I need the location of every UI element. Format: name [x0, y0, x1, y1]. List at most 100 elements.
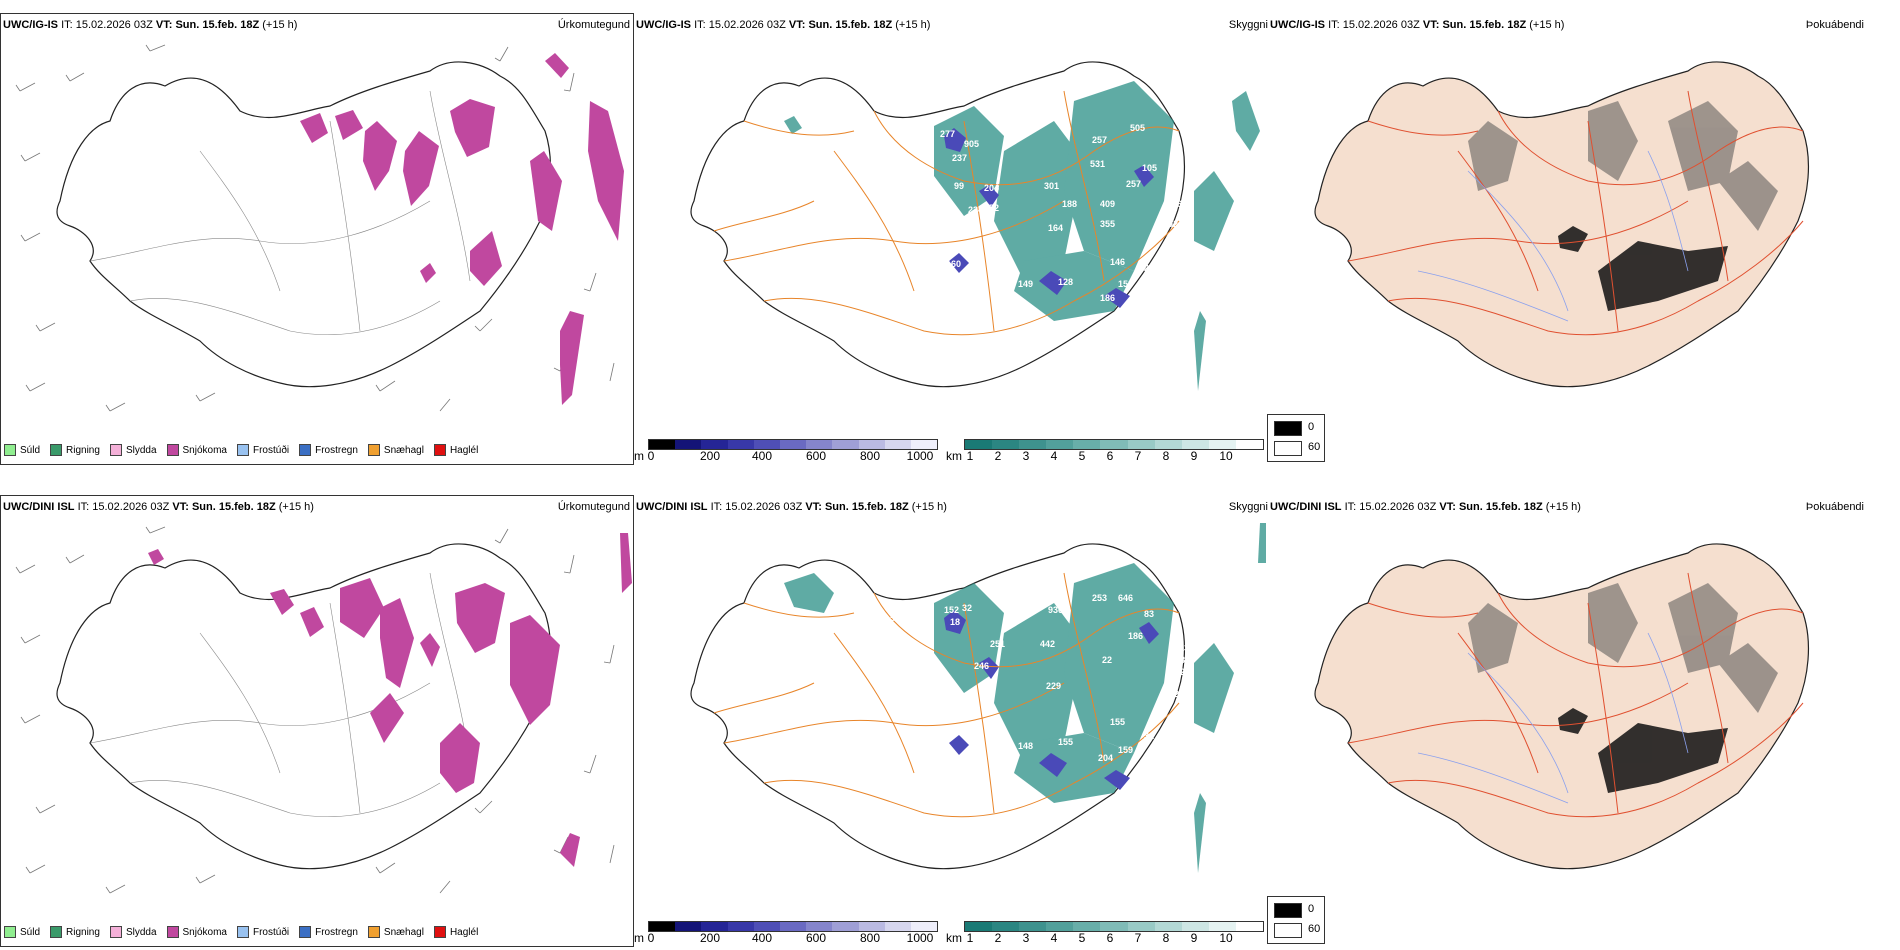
legend-swatch: [236, 926, 249, 938]
legend-label: Súld: [20, 926, 41, 938]
precip-map: [15, 526, 632, 894]
lead-time: (+15 h): [262, 19, 298, 31]
legend-swatch: [433, 444, 446, 456]
legend-item-slydda: Slydda: [109, 444, 157, 456]
colorbar-tick: 0: [647, 449, 655, 463]
legend-item-snjokoma: Snjókoma: [166, 926, 227, 938]
vt-label: VT:: [788, 19, 806, 31]
cloud-label: 155: [1110, 717, 1125, 727]
fog-legend-label: 60: [1308, 923, 1321, 935]
visibility-colorbar: km 1 2 3 4 5 6 7 8 9 10: [946, 439, 1266, 465]
lead-time: (+15 h): [1529, 19, 1565, 31]
panel-header: UWC/DINI ISL IT: 15.02.2026 03Z VT: Sun.…: [1270, 501, 1581, 519]
visibility-areas: [784, 523, 1266, 873]
legend-item-slydda: Slydda: [109, 926, 157, 938]
vt-label: VT:: [1422, 19, 1440, 31]
vt-value: Sun. 15.feb. 18Z: [808, 19, 893, 31]
cloud-label: 936: [1048, 605, 1063, 615]
colorbar-tick: 400: [751, 931, 773, 945]
colorbar-tick: 800: [859, 931, 881, 945]
cloud-visibility-panel-2: UWC/DINI ISL IT: 15.02.2026 03Z VT: Sun.…: [634, 495, 1268, 947]
fog-index-panel-2: UWC/DINI ISL IT: 15.02.2026 03Z VT: Sun.…: [1267, 495, 1868, 947]
fog-areas: [1468, 101, 1778, 231]
colorbar-tick: 4: [1050, 449, 1058, 463]
roads: [713, 90, 1180, 336]
iceland-outline: [1314, 543, 1810, 870]
fog-map: [1314, 61, 1810, 388]
legend-label: Slydda: [125, 926, 157, 938]
colorbar-unit: km: [946, 931, 962, 945]
legend-item-frostudi: Frostúði: [236, 444, 289, 456]
cloud-visibility-panel-1: UWC/IG-IS IT: 15.02.2026 03Z VT: Sun. 15…: [634, 13, 1268, 465]
it-value: 15.02.2026 03Z: [92, 501, 170, 513]
visibility-colorbar-bar: [964, 921, 1264, 932]
cloud-label: 905: [964, 139, 979, 149]
cloud-label: 18: [950, 617, 960, 627]
cloud-label: 260: [1172, 199, 1187, 209]
cloud-label: 152: [944, 605, 959, 615]
cloud-label: 229: [1046, 681, 1061, 691]
legend-swatch: [299, 926, 312, 938]
panel-title: Úrkomutegund: [557, 19, 630, 31]
precip-type-panel-2: UWC/DINI ISL IT: 15.02.2026 03Z VT: Sun.…: [0, 495, 634, 947]
model-name: UWC/IG-IS: [3, 19, 58, 31]
colorbar-unit: km: [946, 449, 962, 463]
legend-label: Haglél: [449, 444, 479, 456]
cloud-label: 186: [1100, 293, 1115, 303]
panel-header: UWC/IG-IS IT: 15.02.2026 03Z VT: Sun. 15…: [1270, 19, 1564, 37]
lead-time: (+15 h): [1545, 501, 1581, 513]
colorbar-tick: 2: [994, 449, 1002, 463]
vt-label: VT:: [155, 19, 173, 31]
cloud-label: 152: [984, 203, 999, 213]
model-name: UWC/DINI ISL: [3, 501, 75, 513]
colorbar-tick: 1: [966, 449, 974, 463]
cloud-label: 99: [954, 181, 964, 191]
legend-swatch: [166, 926, 179, 938]
cloud-label: 572: [890, 613, 905, 623]
colorbar-unit: m: [634, 931, 644, 945]
cloud-label: 253: [1092, 593, 1107, 603]
rivers: [1417, 150, 1689, 322]
colorbar-tick: 7: [1134, 931, 1142, 945]
panel-header: UWC/IG-IS IT: 15.02.2026 03Z VT: Sun. 15…: [3, 19, 297, 37]
legend-item-rigning: Rigning: [50, 444, 100, 456]
fog-legend-label: 0: [1308, 421, 1315, 433]
legend-label: Snæhagl: [383, 926, 424, 938]
cloud-label: 251: [990, 639, 1005, 649]
cloud-label: 164: [1048, 223, 1063, 233]
cloud-label: 237: [952, 153, 967, 163]
cloud-label: 158: [1118, 279, 1133, 289]
cloud-label: 182: [1164, 689, 1179, 699]
fog-legend: 0 60: [1267, 414, 1325, 462]
vt-value: Sun. 15.feb. 18Z: [824, 501, 909, 513]
cloud-label: 257: [1092, 135, 1107, 145]
legend-swatch: [4, 444, 16, 456]
it-value: 15.02.2026 03Z: [725, 501, 803, 513]
snow-areas: [300, 53, 624, 405]
iceland-outline: [1314, 61, 1810, 388]
legend-swatch: [4, 926, 16, 938]
it-value: 15.02.2026 03Z: [1342, 19, 1420, 31]
legend-item-frostudi: Frostúði: [236, 926, 289, 938]
panel-title: Skyggni: [1228, 501, 1268, 513]
legend-label: Slydda: [125, 444, 157, 456]
fog-legend-label: 60: [1308, 441, 1321, 453]
legend-item-sudl: Súld: [4, 444, 40, 456]
colorbar-tick: 800: [859, 449, 881, 463]
colorbar-tick: 8: [1162, 449, 1170, 463]
legend-swatch: [433, 926, 446, 938]
legend-item-frostregn: Frostregn: [299, 444, 358, 456]
cloud-label: 105: [1142, 163, 1157, 173]
colorbar-tick: 400: [751, 449, 773, 463]
legend-label: Frostregn: [315, 444, 358, 456]
colorbar-tick: 9: [1190, 931, 1198, 945]
cloud-label: 146: [1110, 257, 1125, 267]
cloud-label: 0: [1168, 235, 1173, 245]
cloud-label: 204: [984, 183, 999, 193]
colorbar-tick: 9: [1190, 449, 1198, 463]
legend-item-snjokoma: Snjókoma: [166, 444, 227, 456]
colorbar-tick: 1000: [906, 449, 934, 463]
cloud-labels: 152 32 18 572 936 253 646 83 251 442 186…: [890, 593, 1189, 763]
cloud-label: 646: [1118, 593, 1133, 603]
legend-swatch: [367, 444, 380, 456]
